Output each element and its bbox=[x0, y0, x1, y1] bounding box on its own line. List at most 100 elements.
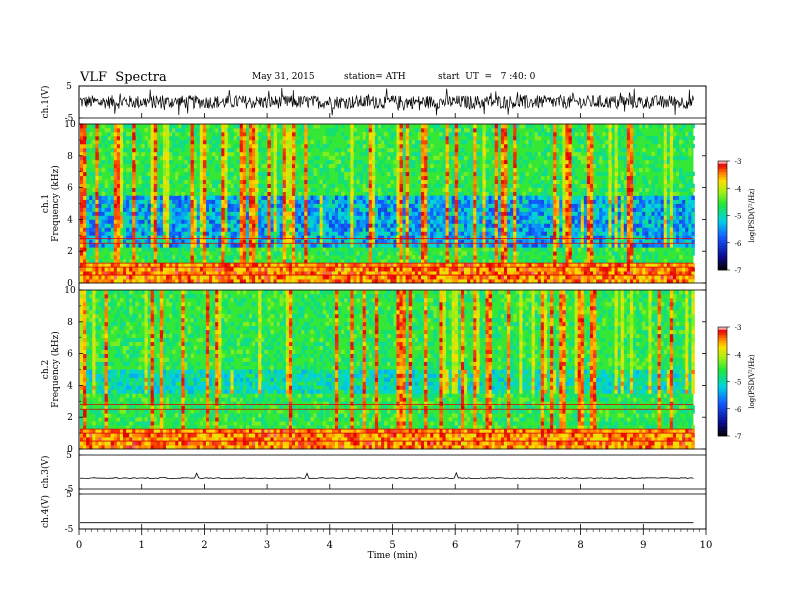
spectrogram-cell bbox=[248, 139, 253, 145]
spectrogram-cell bbox=[123, 223, 127, 228]
spectrogram-cell bbox=[95, 183, 99, 189]
spectrogram-cell bbox=[411, 263, 416, 268]
spectrogram-cell bbox=[353, 243, 357, 248]
spectrogram-cell bbox=[362, 199, 367, 204]
spectrogram-cell bbox=[319, 275, 324, 280]
spectrogram-cell bbox=[132, 207, 136, 212]
spectrogram-cell bbox=[485, 167, 490, 173]
spectrogram-cell bbox=[80, 243, 84, 248]
spectrogram-cell bbox=[482, 195, 486, 200]
spectrogram-cell bbox=[396, 183, 400, 189]
spectrogram-cell bbox=[513, 179, 517, 185]
spectrogram-cell bbox=[543, 275, 548, 280]
spectrogram-cell bbox=[267, 199, 271, 204]
spectrogram-cell bbox=[101, 279, 105, 284]
spectrogram-cell bbox=[175, 131, 179, 137]
spectrogram-cell bbox=[159, 179, 164, 185]
spectrogram-cell bbox=[414, 143, 419, 149]
spectrogram-cell bbox=[513, 267, 517, 272]
spectrogram-cell bbox=[396, 147, 400, 153]
spectrogram-cell bbox=[494, 227, 499, 232]
spectrogram-cell bbox=[464, 139, 468, 145]
spectrogram-cell bbox=[335, 187, 339, 192]
spectrogram-cell bbox=[399, 215, 403, 220]
spectrogram-cell bbox=[212, 143, 216, 149]
spectrogram-cell bbox=[464, 227, 468, 232]
spectrogram-cell bbox=[507, 195, 511, 200]
spectrogram-cell bbox=[187, 279, 191, 284]
spectrogram-cell bbox=[178, 155, 182, 161]
spectrogram-cell bbox=[540, 207, 545, 212]
spectrogram-cell bbox=[331, 231, 336, 236]
spectrogram-cell bbox=[181, 239, 185, 244]
spectrogram-cell bbox=[196, 243, 201, 248]
spectrogram-cell bbox=[150, 247, 155, 252]
spectrogram-cell bbox=[445, 251, 450, 256]
spectrogram-cell bbox=[341, 159, 345, 165]
spectrogram-cell bbox=[184, 267, 188, 272]
spectrogram-cell bbox=[359, 151, 364, 157]
spectrogram-cell bbox=[205, 255, 210, 260]
spectrogram-cell bbox=[123, 159, 127, 165]
spectrogram-cell bbox=[202, 215, 207, 220]
spectrogram-cell bbox=[123, 131, 127, 137]
spectrogram-cell bbox=[248, 263, 253, 268]
spectrogram-cell bbox=[150, 127, 155, 133]
spectrogram-cell bbox=[467, 195, 471, 200]
spectrogram-cell bbox=[448, 187, 453, 192]
spectrogram-cell bbox=[147, 195, 152, 200]
spectrogram-cell bbox=[239, 267, 244, 272]
spectrogram-cell bbox=[110, 231, 115, 236]
spectrogram-cell bbox=[562, 163, 566, 169]
spectrogram-cell bbox=[205, 124, 210, 129]
spectrogram-cell bbox=[500, 247, 505, 252]
spectrogram-cell bbox=[500, 131, 505, 137]
spectrogram-cell bbox=[218, 219, 222, 224]
spectrogram-cell bbox=[129, 143, 133, 149]
spectrogram-cell bbox=[368, 203, 373, 208]
spectrogram-cell bbox=[209, 211, 213, 216]
spectrogram-cell bbox=[543, 247, 548, 252]
spectrogram-cell bbox=[546, 211, 551, 216]
spectrogram-cell bbox=[212, 275, 216, 280]
spectrogram-cell bbox=[399, 171, 403, 177]
spectrogram-cell bbox=[328, 203, 333, 208]
spectrogram-cell bbox=[442, 275, 446, 280]
spectrogram-cell bbox=[362, 267, 367, 272]
spectrogram-cell bbox=[119, 179, 124, 185]
spectrogram-cell bbox=[537, 215, 542, 220]
spectrogram-cell bbox=[132, 271, 136, 276]
spectrogram-cell bbox=[215, 267, 219, 272]
spectrogram-cell bbox=[187, 263, 191, 268]
spectrogram-cell bbox=[153, 183, 158, 189]
spectrogram-cell bbox=[531, 124, 536, 129]
spectrogram-cell bbox=[236, 195, 241, 200]
spectrogram-cell bbox=[436, 271, 440, 276]
spectrogram-cell bbox=[553, 267, 557, 272]
spectrogram-cell bbox=[178, 263, 182, 268]
spectrogram-cell bbox=[491, 215, 496, 220]
spectrogram-cell bbox=[381, 231, 385, 236]
spectrogram-cell bbox=[507, 263, 511, 268]
spectrogram-cell bbox=[267, 267, 271, 272]
spectrogram-cell bbox=[341, 227, 345, 232]
spectrogram-cell bbox=[187, 271, 191, 276]
spectrogram-cell bbox=[338, 211, 342, 216]
spectrogram-cell bbox=[568, 187, 572, 192]
spectrogram-cell bbox=[285, 159, 290, 165]
spectrogram-cell bbox=[568, 143, 572, 149]
spectrogram-cell bbox=[460, 211, 465, 216]
spectrogram-cell bbox=[252, 203, 256, 208]
spectrogram-cell bbox=[368, 259, 373, 264]
spectrogram-cell bbox=[135, 267, 139, 272]
spectrogram-cell bbox=[488, 267, 493, 272]
spectrogram-cell bbox=[328, 219, 333, 224]
spectrogram-cell bbox=[267, 203, 271, 208]
spectrogram-cell bbox=[205, 271, 210, 276]
spectrogram-cell bbox=[341, 211, 345, 216]
spectrogram-cell bbox=[402, 219, 407, 224]
spectrogram-cell bbox=[288, 124, 293, 129]
spectrogram-cell bbox=[196, 223, 201, 228]
spectrogram-cell bbox=[172, 167, 176, 173]
spectrogram-cell bbox=[270, 279, 274, 284]
